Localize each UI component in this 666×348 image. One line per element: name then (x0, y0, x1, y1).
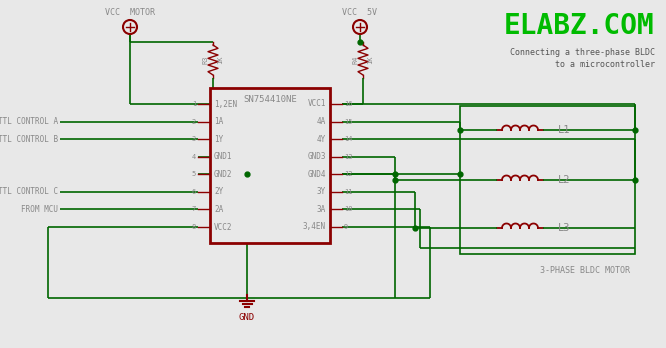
Text: 1K: 1K (217, 56, 223, 64)
Text: 6: 6 (192, 189, 196, 195)
Text: TTL CONTROL B: TTL CONTROL B (0, 135, 58, 144)
Text: 5: 5 (192, 171, 196, 177)
Text: GND: GND (239, 313, 255, 322)
Text: FROM MCU: FROM MCU (21, 205, 58, 214)
Text: Connecting a three-phase BLDC: Connecting a three-phase BLDC (510, 48, 655, 57)
Text: 3,4EN: 3,4EN (303, 222, 326, 231)
Text: 4: 4 (192, 154, 196, 160)
Text: GND1: GND1 (214, 152, 232, 161)
Bar (210, 88, 330, 243)
Text: VCC1: VCC1 (308, 100, 326, 109)
Text: 7: 7 (192, 206, 196, 212)
Text: L3: L3 (558, 223, 571, 233)
Text: SN754410NE: SN754410NE (243, 95, 297, 104)
Text: 8: 8 (192, 224, 196, 230)
Text: VCC2: VCC2 (214, 222, 232, 231)
Text: 2A: 2A (214, 205, 223, 214)
Text: L2: L2 (558, 175, 571, 185)
Text: 3: 3 (192, 136, 196, 142)
Text: to a microcontroller: to a microcontroller (555, 60, 655, 69)
Text: 12: 12 (344, 171, 352, 177)
Bar (460, 106, 635, 254)
Text: VCC  MOTOR: VCC MOTOR (105, 8, 155, 17)
Text: L1: L1 (558, 125, 571, 135)
Text: 13: 13 (344, 154, 352, 160)
Text: VCC  5V: VCC 5V (342, 8, 378, 17)
Text: 3-PHASE BLDC MOTOR: 3-PHASE BLDC MOTOR (540, 266, 630, 275)
Text: 15: 15 (344, 119, 352, 125)
Text: 1: 1 (192, 101, 196, 107)
Text: 1,2EN: 1,2EN (214, 100, 237, 109)
Text: 10: 10 (344, 206, 352, 212)
Text: 1A: 1A (214, 117, 223, 126)
Text: GND2: GND2 (214, 170, 232, 179)
Text: R3: R3 (202, 56, 208, 64)
Text: 14: 14 (344, 136, 352, 142)
Text: 11: 11 (344, 189, 352, 195)
Text: R4: R4 (352, 56, 358, 64)
Text: 4A: 4A (317, 117, 326, 126)
Text: 2: 2 (192, 119, 196, 125)
Text: ELABZ.COM: ELABZ.COM (504, 12, 655, 40)
Text: 2Y: 2Y (214, 187, 223, 196)
Text: GND4: GND4 (308, 170, 326, 179)
Text: TTL CONTROL C: TTL CONTROL C (0, 187, 58, 196)
Text: 9: 9 (344, 224, 348, 230)
Text: 3Y: 3Y (317, 187, 326, 196)
Text: GND3: GND3 (308, 152, 326, 161)
Text: 16: 16 (344, 101, 352, 107)
Text: 4Y: 4Y (317, 135, 326, 144)
Text: 1K: 1K (367, 56, 373, 64)
Text: TTL CONTROL A: TTL CONTROL A (0, 117, 58, 126)
Text: 3A: 3A (317, 205, 326, 214)
Text: 1Y: 1Y (214, 135, 223, 144)
